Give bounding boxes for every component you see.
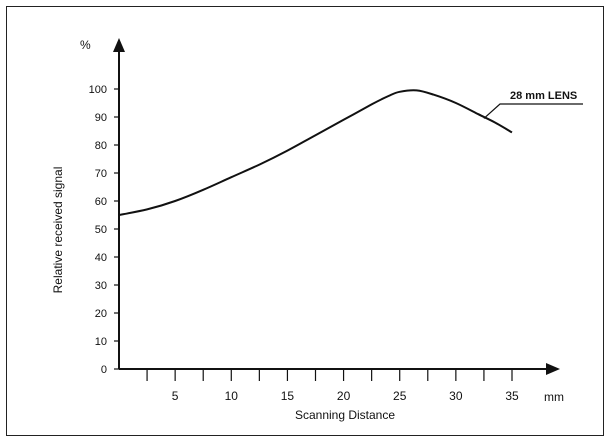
y-axis-unit: % <box>80 38 91 52</box>
y-tick-label: 80 <box>95 140 107 152</box>
chart-frame <box>6 6 604 436</box>
y-tick-label: 10 <box>95 336 107 348</box>
x-tick-label: 30 <box>449 389 463 403</box>
x-tick-label: 10 <box>225 389 239 403</box>
y-axis-arrow <box>113 38 125 52</box>
x-tick-label: 20 <box>337 389 351 403</box>
y-tick-label: 50 <box>95 224 107 236</box>
y-tick-label: 40 <box>95 252 107 264</box>
y-axis-title: Relative received signal <box>51 167 65 294</box>
tick-marks <box>114 88 513 381</box>
x-tick-label: 5 <box>172 389 179 403</box>
series-line-0 <box>118 89 513 216</box>
x-tick-label: 25 <box>393 389 407 403</box>
y-tick-label: 70 <box>95 168 107 180</box>
y-tick-label: 100 <box>89 84 107 96</box>
annotations: 28 mm LENS <box>483 90 583 119</box>
axes <box>113 38 560 375</box>
annotation-leader <box>483 103 583 119</box>
x-axis-title: Scanning Distance <box>295 408 395 422</box>
series-label: 28 mm LENS <box>510 90 577 102</box>
x-axis-unit: mm <box>544 390 564 404</box>
y-tick-label: 30 <box>95 280 107 292</box>
series-group <box>118 89 513 216</box>
x-axis-arrow <box>546 363 560 375</box>
y-tick-label: 20 <box>95 308 107 320</box>
y-tick-label: 60 <box>95 196 107 208</box>
y-tick-label: 90 <box>95 112 107 124</box>
x-tick-label: 15 <box>281 389 295 403</box>
tick-labels: 0 10 20 30 40 50 60 70 80 90 100 5 10 15 20 25 30 35 <box>89 84 519 403</box>
y-tick-label: 0 <box>101 364 107 376</box>
x-tick-label: 35 <box>505 389 519 403</box>
